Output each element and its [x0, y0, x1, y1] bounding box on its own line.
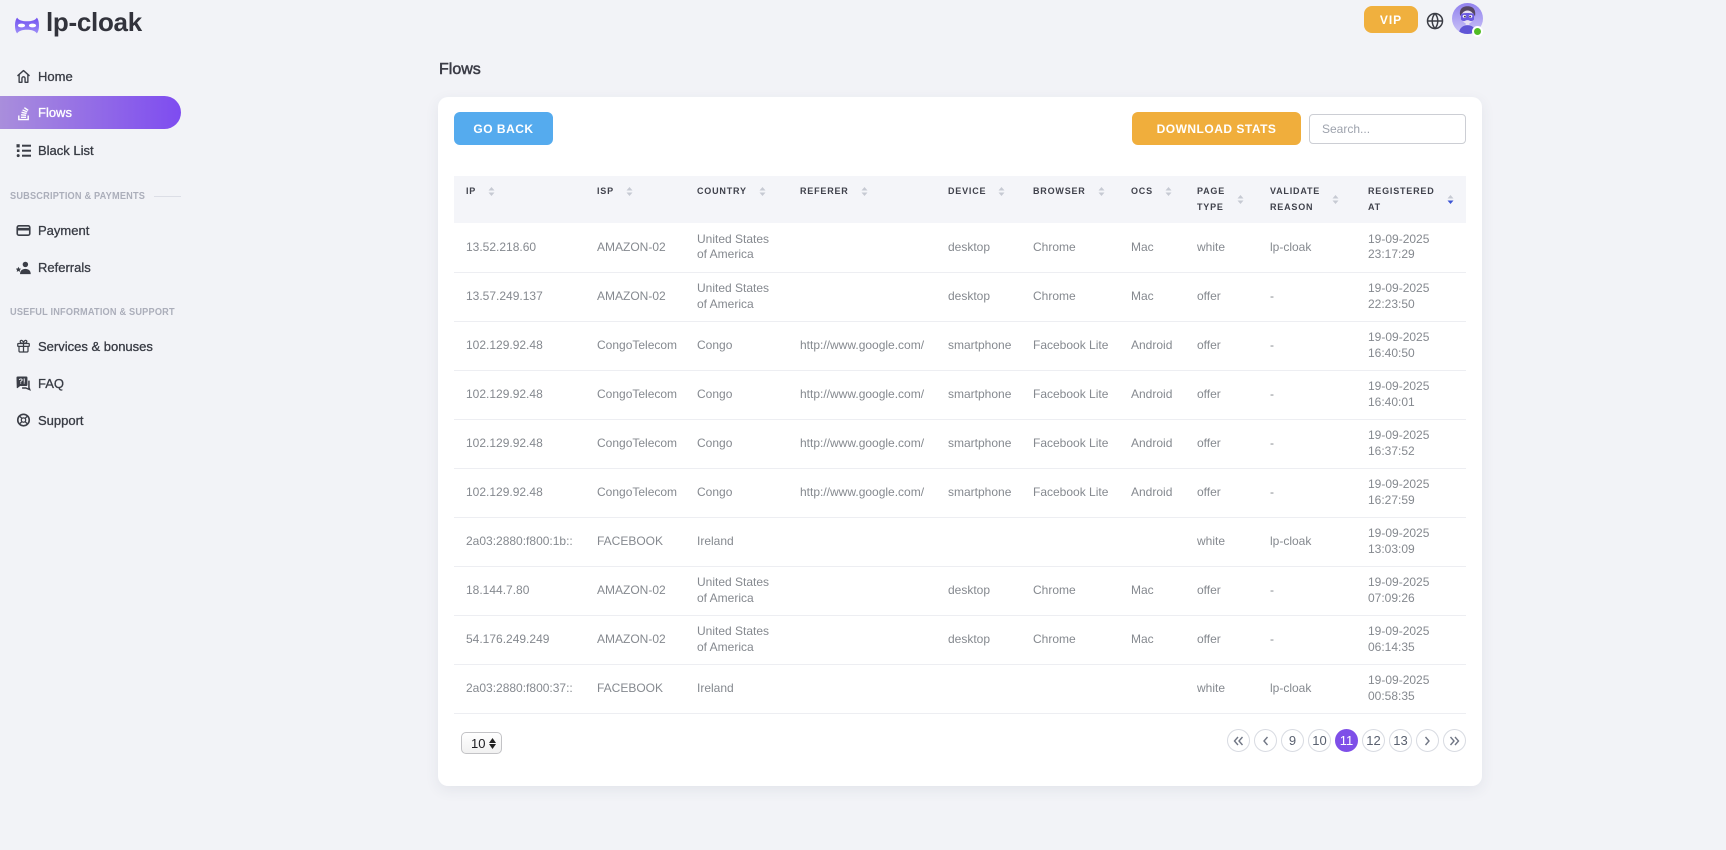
svg-text:?!: ?!: [18, 377, 25, 386]
